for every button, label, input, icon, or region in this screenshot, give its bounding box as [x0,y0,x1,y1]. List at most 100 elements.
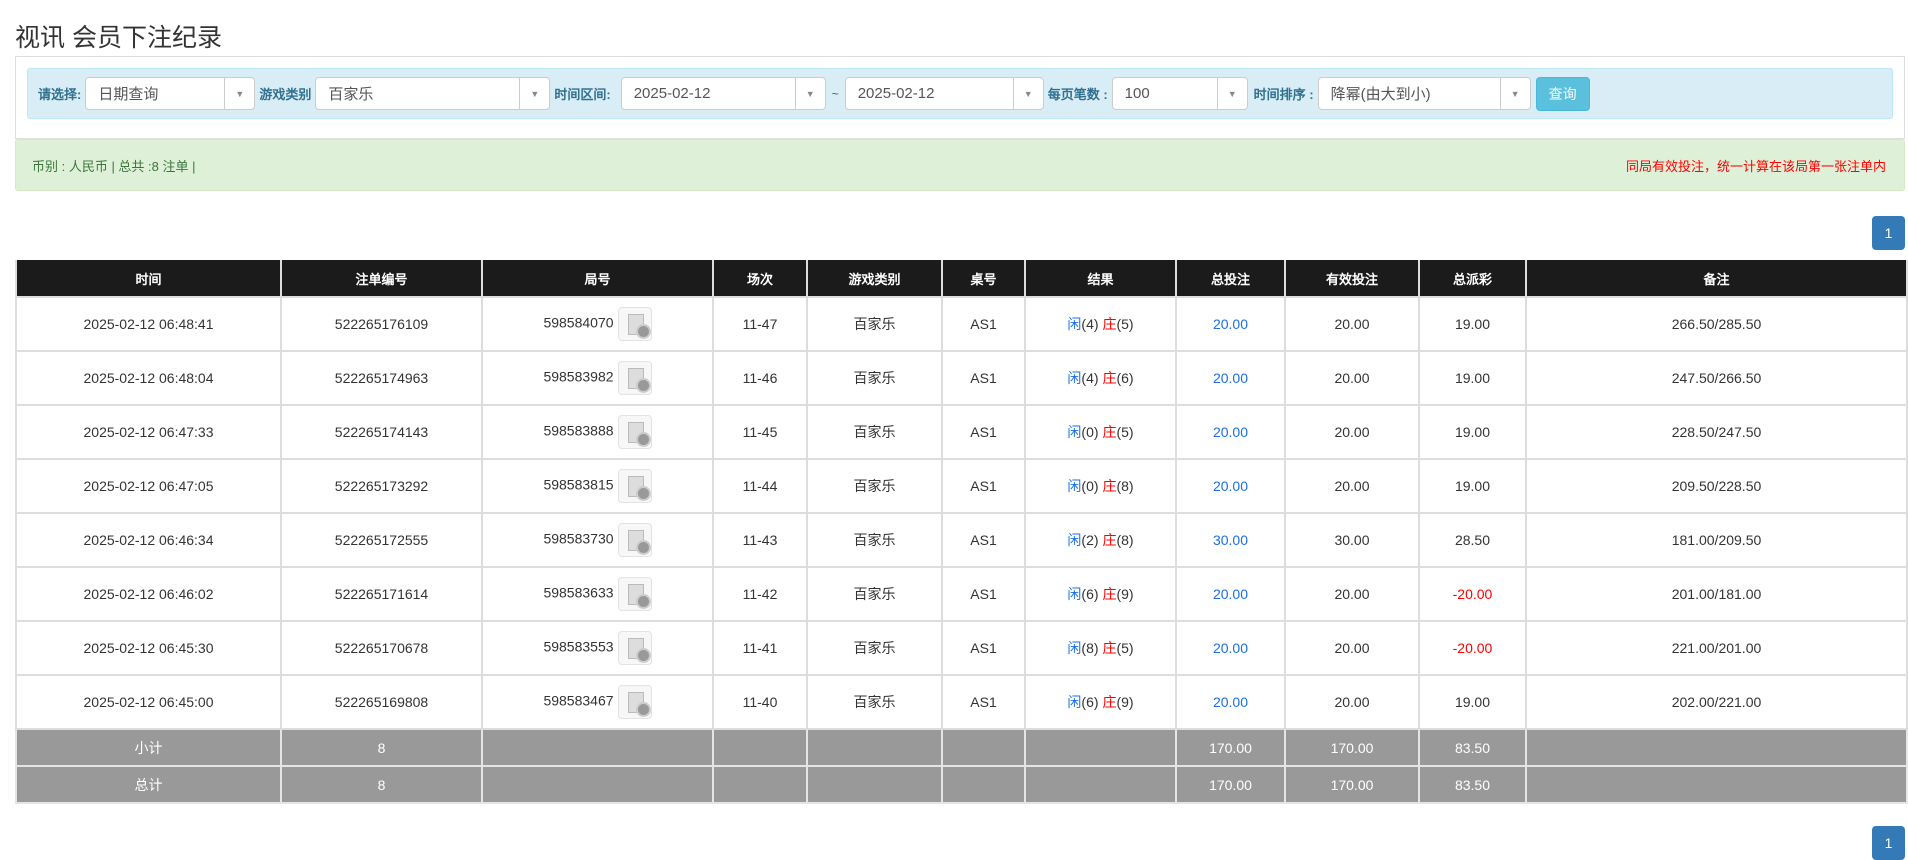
round-cell: 598583815 [481,458,714,514]
per-page-select[interactable]: 100 ▼ [1111,77,1248,110]
video-replay-icon[interactable] [617,523,652,557]
date-to-select[interactable]: 2025-02-12 ▼ [844,77,1044,110]
table-no: AS1 [941,296,1026,352]
bet-time: 2025-02-12 06:46:02 [15,566,282,622]
summary-label: 小计 [15,728,282,767]
player-label: 闲 [1067,370,1082,386]
column-header: 场次 [712,260,808,298]
table-no: AS1 [941,404,1026,460]
banker-points: (9) [1116,586,1134,602]
result: 闲(8) 庄(5) [1024,620,1177,676]
bet-id: 522265174143 [280,404,483,460]
banker-points: (6) [1116,370,1134,386]
bet-time: 2025-02-12 06:45:30 [15,620,282,676]
pagination-page-bottom[interactable]: 1 [1872,826,1905,860]
round-cell: 598583730 [481,512,714,568]
bet-id: 522265170678 [280,620,483,676]
bet-id: 522265172555 [280,512,483,568]
result: 闲(4) 庄(6) [1024,350,1177,406]
valid-bet: 20.00 [1284,296,1420,352]
summary-alert: 币别 : 人民币 | 总共 :8 注单 | 同局有效投注，统一计算在该局第一张注… [15,139,1905,191]
video-replay-icon[interactable] [617,685,652,719]
shoe-round: 11-47 [712,296,808,352]
sort-label: 时间排序 : [1253,87,1314,102]
date-from-value: 2025-02-12 [633,85,711,102]
bet-id: 522265174963 [280,350,483,406]
summary-valid: 170.00 [1284,728,1420,767]
sort-select[interactable]: 降幂(由大到小) ▼ [1317,77,1531,110]
summary-valid: 170.00 [1284,765,1420,804]
column-header: 总投注 [1175,260,1286,298]
chevron-down-icon: ▼ [1216,78,1247,109]
page-title: 视讯 会员下注纪录 [15,24,222,52]
video-replay-icon[interactable] [617,415,652,449]
banker-label: 庄 [1102,478,1117,494]
game-type: 百家乐 [806,512,943,568]
round-cell: 598583553 [481,620,714,676]
column-header: 结果 [1024,260,1177,298]
player-points: (0) [1081,424,1099,440]
player-points: (4) [1081,316,1099,332]
game-type-label: 游戏类别 [259,87,312,102]
valid-bet: 20.00 [1284,674,1420,730]
shoe-round: 11-40 [712,674,808,730]
round-cell: 598583982 [481,350,714,406]
bet-id: 522265176109 [280,296,483,352]
column-header: 备注 [1525,260,1908,298]
banker-points: (8) [1116,478,1134,494]
video-replay-icon[interactable] [617,577,652,611]
summary-row: 小计 8 170.00 170.00 83.50 [15,728,1908,767]
round-id: 598583888 [543,422,614,439]
player-label: 闲 [1067,586,1082,602]
payout: 28.50 [1418,512,1527,568]
note: 209.50/228.50 [1525,458,1908,514]
bet-records-table: 时间 注单编号 局号 场次 游戏类别 桌号 结果 总投注 有效投注 总派彩 备注 2025-02-1… [15,260,1908,804]
round-cell: 598583633 [481,566,714,622]
date-from-select[interactable]: 2025-02-12 ▼ [620,77,826,110]
table-row: 2025-02-12 06:45:00 522265169808 5985834… [15,674,1908,730]
shoe-round: 11-43 [712,512,808,568]
player-label: 闲 [1067,478,1082,494]
note: 266.50/285.50 [1525,296,1908,352]
column-header: 总派彩 [1418,260,1527,298]
payout: 19.00 [1418,458,1527,514]
game-type-select[interactable]: 百家乐 ▼ [315,77,551,110]
table-no: AS1 [941,566,1026,622]
table-row: 2025-02-12 06:47:05 522265173292 5985838… [15,458,1908,514]
banker-points: (9) [1116,694,1134,710]
column-header: 游戏类别 [806,260,943,298]
total-bet: 20.00 [1175,566,1286,622]
banker-points: (5) [1116,316,1134,332]
round-id: 598583553 [543,638,614,655]
player-points: (8) [1081,640,1099,656]
payout: 19.00 [1418,674,1527,730]
shoe-round: 11-42 [712,566,808,622]
video-replay-icon[interactable] [617,307,652,341]
bet-time: 2025-02-12 06:47:05 [15,458,282,514]
video-replay-icon[interactable] [617,631,652,665]
per-page-value: 100 [1124,85,1150,102]
banker-label: 庄 [1102,532,1117,548]
chevron-down-icon: ▼ [1499,78,1530,109]
pagination-page-top[interactable]: 1 [1872,216,1905,250]
query-button[interactable]: 查询 [1535,76,1590,111]
banker-points: (5) [1116,640,1134,656]
valid-bet: 30.00 [1284,512,1420,568]
video-replay-icon[interactable] [617,469,652,503]
total-bet: 20.00 [1175,458,1286,514]
table-row: 2025-02-12 06:46:02 522265171614 5985836… [15,566,1908,622]
table-row: 2025-02-12 06:48:41 522265176109 5985840… [15,296,1908,352]
query-type-value: 日期查询 [98,86,159,103]
result: 闲(0) 庄(5) [1024,404,1177,460]
table-no: AS1 [941,458,1026,514]
query-type-label: 请选择: [38,87,82,102]
column-header: 桌号 [941,260,1026,298]
notice-text: 同局有效投注，统一计算在该局第一张注单内 [1625,158,1886,174]
query-type-select[interactable]: 日期查询 ▼ [85,77,256,110]
video-replay-icon[interactable] [617,361,652,395]
search-panel: 请选择: 日期查询 ▼ 游戏类别 百家乐 ▼ 时间区间: 2025-02-12 ▼ ~… [15,56,1905,139]
game-type: 百家乐 [806,458,943,514]
note: 202.00/221.00 [1525,674,1908,730]
round-cell: 598583467 [481,674,714,730]
bet-id: 522265171614 [280,566,483,622]
